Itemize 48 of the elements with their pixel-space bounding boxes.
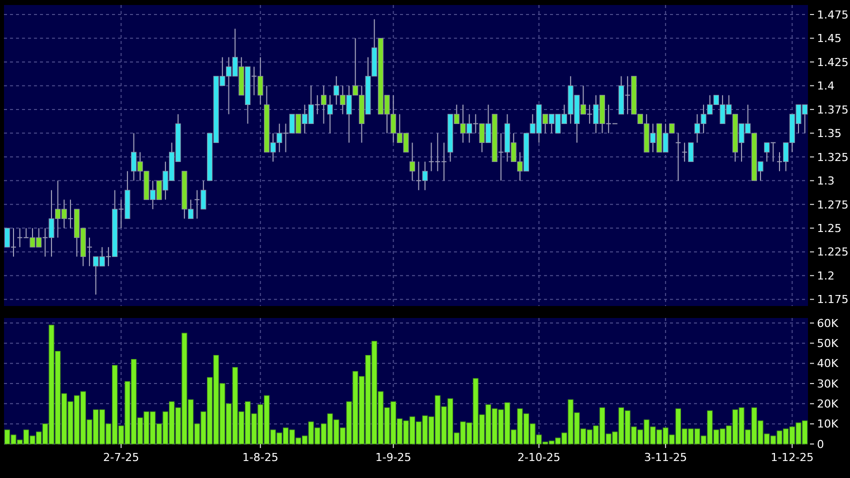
y-tick-label: 1.2 bbox=[817, 269, 834, 282]
y-tick-label: 1.45 bbox=[817, 32, 842, 46]
candlestick bbox=[586, 104, 593, 124]
y-tick-label: 60K bbox=[817, 316, 839, 330]
candlestick bbox=[86, 237, 92, 267]
x-tick-label: 3-11-25 bbox=[644, 451, 688, 464]
candlestick bbox=[416, 161, 422, 191]
candlestick bbox=[410, 142, 416, 182]
candlestick bbox=[42, 228, 48, 258]
y-tick-label: 30K bbox=[817, 377, 839, 390]
x-tick-label: 1-8-25 bbox=[242, 451, 278, 464]
y-tick-label: 1.3 bbox=[817, 174, 834, 188]
candlestick bbox=[4, 228, 10, 248]
candlestick bbox=[776, 152, 782, 172]
candlestick bbox=[498, 132, 504, 182]
candlestick bbox=[10, 228, 16, 258]
candlestick bbox=[688, 142, 694, 162]
y-tick-label: 1.475 bbox=[817, 8, 848, 22]
y-tick-label: 1.275 bbox=[817, 198, 848, 212]
y-tick-label: 0 bbox=[817, 438, 824, 451]
candlestick bbox=[624, 76, 631, 115]
y-tick-label: 10K bbox=[817, 418, 839, 431]
candlestick bbox=[194, 190, 200, 220]
y-tick-label: 1.325 bbox=[817, 150, 848, 164]
candlestick bbox=[105, 246, 112, 267]
y-tick-label: 1.225 bbox=[817, 246, 848, 259]
x-tick-label: 2-7-25 bbox=[103, 451, 140, 464]
y-tick-label: 20K bbox=[817, 398, 839, 411]
y-tick-label: 1.35 bbox=[817, 127, 842, 140]
x-tick-label: 2-10-25 bbox=[517, 451, 560, 464]
y-tick-label: 1.25 bbox=[817, 222, 842, 235]
y-tick-label: 1.175 bbox=[817, 293, 848, 306]
x-tick-label: 1-9-25 bbox=[375, 451, 412, 464]
candlestick bbox=[314, 94, 320, 115]
y-tick-label: 1.375 bbox=[817, 103, 848, 116]
candlestick bbox=[282, 123, 289, 153]
candlestick bbox=[682, 142, 688, 162]
candlestick bbox=[472, 114, 479, 134]
y-tick-label: 50K bbox=[817, 337, 839, 350]
x-tick-label: 1-12-25 bbox=[770, 451, 814, 464]
y-tick-label: 1.425 bbox=[817, 56, 848, 69]
candlestick bbox=[68, 199, 74, 229]
y-tick-label: 40K bbox=[817, 357, 839, 370]
candlestick bbox=[251, 66, 258, 96]
candlestick bbox=[770, 142, 776, 162]
candlestick bbox=[118, 199, 124, 229]
y-tick-label: 1.4 bbox=[817, 80, 834, 93]
candlestick bbox=[675, 132, 682, 182]
